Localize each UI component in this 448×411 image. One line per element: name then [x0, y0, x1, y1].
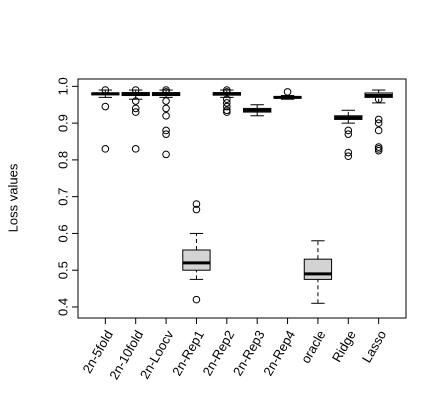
outlier — [223, 108, 231, 116]
outlier — [283, 88, 292, 96]
outlier — [344, 152, 353, 161]
outlier — [344, 126, 353, 135]
outlier — [223, 102, 231, 111]
plot-frame — [77, 78, 407, 319]
x-tick-label: oracle — [298, 328, 329, 366]
y-tick-label: 0.9 — [55, 114, 70, 132]
y-tick-label: 1.0 — [55, 77, 70, 95]
outlier — [162, 88, 170, 96]
outlier — [131, 145, 140, 153]
outlier — [374, 95, 383, 104]
outlier — [162, 126, 170, 135]
outlier — [162, 150, 170, 159]
outlier — [131, 86, 140, 94]
outlier — [162, 130, 170, 138]
outlier — [101, 145, 110, 153]
outlier — [131, 104, 140, 113]
outlier — [192, 295, 201, 304]
y-tick-label: 0.6 — [55, 224, 70, 242]
outlier — [192, 200, 201, 208]
y-tick-label: 0.5 — [55, 261, 70, 279]
outlier — [162, 111, 170, 120]
outlier — [223, 99, 231, 107]
outlier — [223, 95, 231, 104]
outlier — [162, 104, 170, 113]
y-axis-label: Loss values — [5, 163, 20, 232]
y-tick-label: 0.4 — [55, 298, 70, 316]
outlier — [374, 115, 383, 124]
y-tick-label: 0.8 — [55, 151, 70, 169]
outlier — [344, 130, 353, 138]
x-tick-label: Ridge — [329, 328, 359, 365]
outlier — [374, 119, 383, 127]
box — [303, 258, 333, 280]
outlier — [374, 146, 383, 155]
outlier — [101, 86, 110, 94]
outlier — [101, 102, 110, 111]
outlier — [223, 88, 231, 96]
outlier — [374, 126, 383, 135]
outlier — [131, 108, 140, 116]
outlier — [162, 97, 170, 105]
outlier — [131, 97, 140, 105]
box — [182, 249, 211, 271]
outlier — [344, 148, 353, 157]
y-tick-label: 0.7 — [55, 188, 70, 206]
outlier — [192, 205, 201, 214]
x-tick-label: Lasso — [359, 328, 389, 366]
